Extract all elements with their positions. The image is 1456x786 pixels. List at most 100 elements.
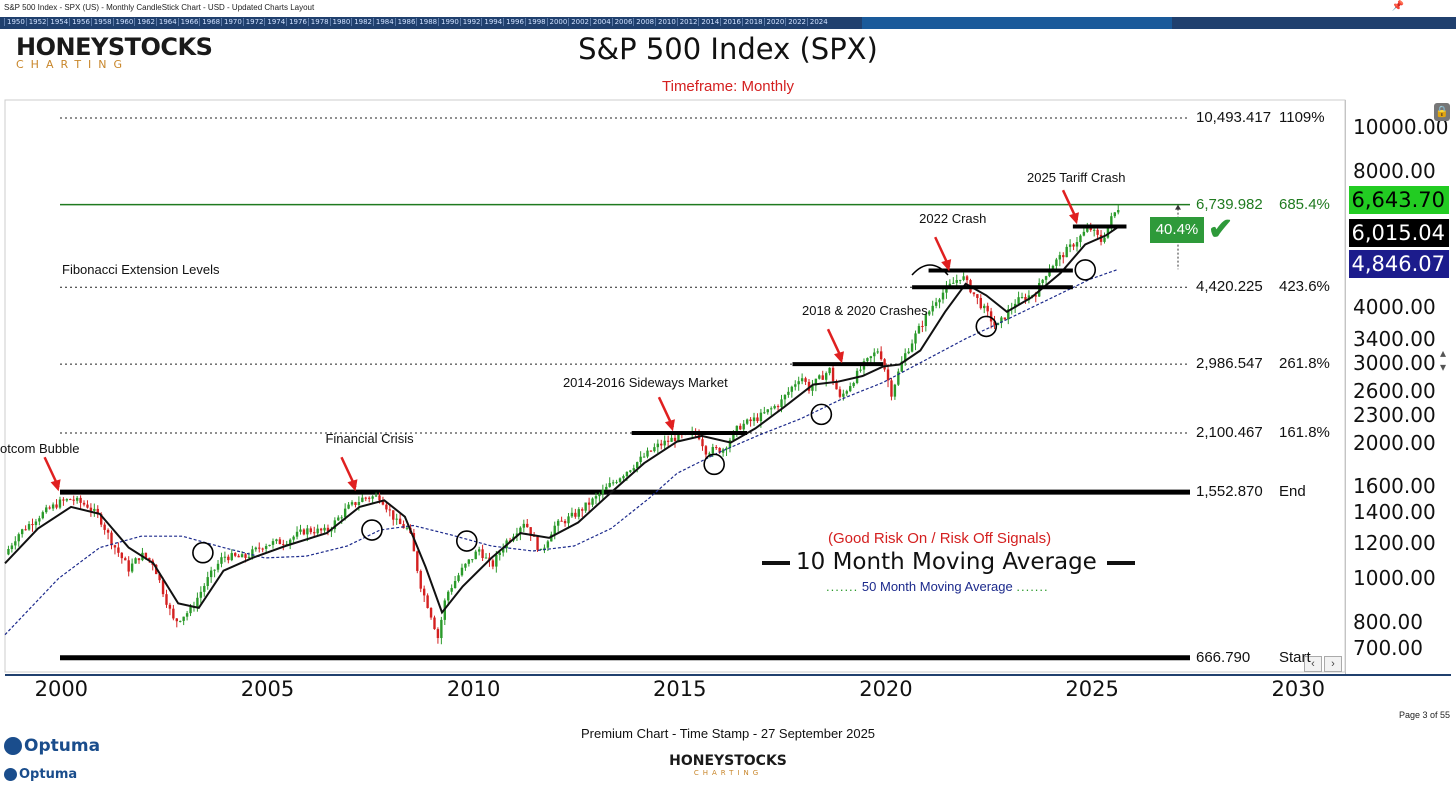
candle-body-57 <box>203 585 206 592</box>
candle-body-97 <box>340 517 343 519</box>
timeline-year[interactable]: 1976 <box>286 18 307 26</box>
legend-ma50-dots-right: ....... <box>1016 579 1049 594</box>
candle-body-7 <box>31 524 34 526</box>
timeline-year[interactable]: 1972 <box>242 18 264 26</box>
candle-body-40 <box>144 552 148 558</box>
timeline-year[interactable]: 1966 <box>177 18 198 26</box>
candle-body-14 <box>55 504 58 508</box>
legend-ma50: ....... 50 Month Moving Average ....... <box>826 579 1049 594</box>
timeline-year[interactable]: 2024 <box>806 18 828 26</box>
candle-body-320 <box>1106 226 1110 238</box>
candle-body-156 <box>543 547 546 549</box>
timeline-year[interactable]: 2010 <box>655 18 676 26</box>
candle-body-277 <box>958 279 962 281</box>
x-axis[interactable] <box>5 674 1451 706</box>
candle-body-236 <box>818 375 821 379</box>
pin-icon[interactable]: 📌 <box>1391 1 1404 12</box>
timeline-year[interactable]: 1986 <box>394 18 415 26</box>
candle-body-181 <box>629 470 632 472</box>
candle-body-291 <box>1007 309 1010 320</box>
timeline-selection[interactable] <box>862 17 1172 29</box>
candle-body-222 <box>770 408 773 410</box>
candle-body-231 <box>800 378 804 382</box>
timeline-year[interactable]: 1968 <box>199 18 220 26</box>
timeline-year[interactable]: 2008 <box>633 18 654 26</box>
timeline-year[interactable]: 2004 <box>589 18 611 26</box>
timeline-year[interactable]: 1998 <box>524 18 546 26</box>
candle-body-2 <box>14 541 17 546</box>
timeline-year[interactable]: 2012 <box>676 18 698 26</box>
timeline-year[interactable]: 1988 <box>416 18 437 26</box>
timeline-navigator[interactable]: 1950 1952 1954 1956 1958 1960 1962 1964 1966 1968… <box>0 17 1456 29</box>
candle-body-72 <box>254 547 258 550</box>
timeline-year[interactable]: 1970 <box>221 18 242 26</box>
timeline-year[interactable]: 1956 <box>69 18 90 26</box>
candle-body-227 <box>787 391 790 395</box>
candle-body-209 <box>725 447 728 450</box>
candle-body-305 <box>1055 259 1058 266</box>
timeline-year[interactable]: 1990 <box>438 18 459 26</box>
candle-body-49 <box>175 618 178 622</box>
candle-body-79 <box>278 539 282 545</box>
timeline-year[interactable]: 1974 <box>264 18 285 26</box>
candle-body-108 <box>378 495 381 501</box>
timeline-year[interactable]: 1964 <box>155 18 177 26</box>
candle-body-132 <box>460 567 464 576</box>
x-tick-label: 2020 <box>859 677 913 701</box>
candle-body-265 <box>917 325 921 334</box>
timeline-year[interactable]: 1950 <box>4 18 25 26</box>
timeline-year[interactable]: 1952 <box>25 18 47 26</box>
candle-body-173 <box>601 489 605 495</box>
y-tick-label: 1000.00 <box>1353 566 1436 591</box>
timeline-year[interactable]: 2000 <box>546 18 567 26</box>
timeline-year[interactable]: 1980 <box>329 18 350 26</box>
timeline-year[interactable]: 2002 <box>568 18 589 26</box>
timeline-year[interactable]: 2018 <box>741 18 763 26</box>
candle-body-296 <box>1024 297 1027 301</box>
timeline-year[interactable]: 1958 <box>90 18 112 26</box>
candle-body-172 <box>598 494 601 497</box>
scale-toggle-icon[interactable]: ▴ ▾ <box>1440 346 1447 374</box>
timeline-year[interactable]: 2006 <box>611 18 632 26</box>
timeline-year[interactable]: 2020 <box>763 18 784 26</box>
timeline-year[interactable]: 1994 <box>481 18 502 26</box>
candle-body-23 <box>86 504 89 508</box>
candle-body-26 <box>96 508 99 515</box>
candle-body-213 <box>739 425 742 430</box>
candle-body-234 <box>811 385 814 391</box>
timeline-year[interactable]: 1962 <box>134 18 155 26</box>
candle-body-47 <box>168 604 172 609</box>
candle-body-36 <box>130 563 134 572</box>
candle-body-107 <box>374 495 378 497</box>
candle-body-59 <box>209 570 213 578</box>
scroll-left-icon[interactable]: ‹ <box>1304 656 1322 672</box>
legend-ma50-label: 50 Month Moving Average <box>861 579 1013 594</box>
candle-body-63 <box>223 556 227 558</box>
candle-body-19 <box>72 499 75 501</box>
candle-body-176 <box>611 482 615 484</box>
timeline-year[interactable]: 1984 <box>372 18 394 26</box>
fib-level-pct: 423.6% <box>1279 278 1330 296</box>
timeline-year[interactable]: 1954 <box>47 18 68 26</box>
optuma-logo-small: Optuma <box>4 767 77 782</box>
timeline-year[interactable]: 1992 <box>459 18 481 26</box>
brand-logo-main: HONEYSTOCKS <box>16 33 213 61</box>
optuma-logo-small-icon <box>4 768 17 781</box>
timeline-year[interactable]: 1982 <box>351 18 372 26</box>
footer-brand-logo: HONEYSTOCKS CHARTING <box>0 753 1456 777</box>
timeline-year[interactable]: 1960 <box>112 18 133 26</box>
lock-icon[interactable]: 🔒 <box>1434 103 1450 121</box>
footer-logo-sub: CHARTING <box>693 769 763 777</box>
candle-body-202 <box>701 439 704 447</box>
footer-logo-main: HONEYSTOCKS <box>669 753 787 769</box>
legend-ma10-line-right <box>1106 560 1135 565</box>
timeline-year[interactable]: 2022 <box>785 18 806 26</box>
timeline-year[interactable]: 2016 <box>720 18 741 26</box>
timeline-year[interactable]: 2014 <box>698 18 719 26</box>
scroll-right-icon[interactable]: › <box>1324 656 1342 672</box>
timeline-year[interactable]: 1996 <box>503 18 524 26</box>
x-tick-label: 2015 <box>653 677 707 701</box>
candle-body-228 <box>790 386 794 392</box>
timeline-year[interactable]: 1978 <box>307 18 329 26</box>
